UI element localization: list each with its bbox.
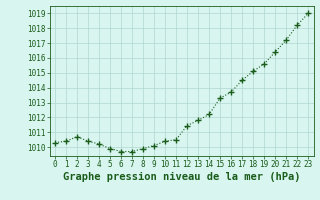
X-axis label: Graphe pression niveau de la mer (hPa): Graphe pression niveau de la mer (hPa) [63, 172, 300, 182]
